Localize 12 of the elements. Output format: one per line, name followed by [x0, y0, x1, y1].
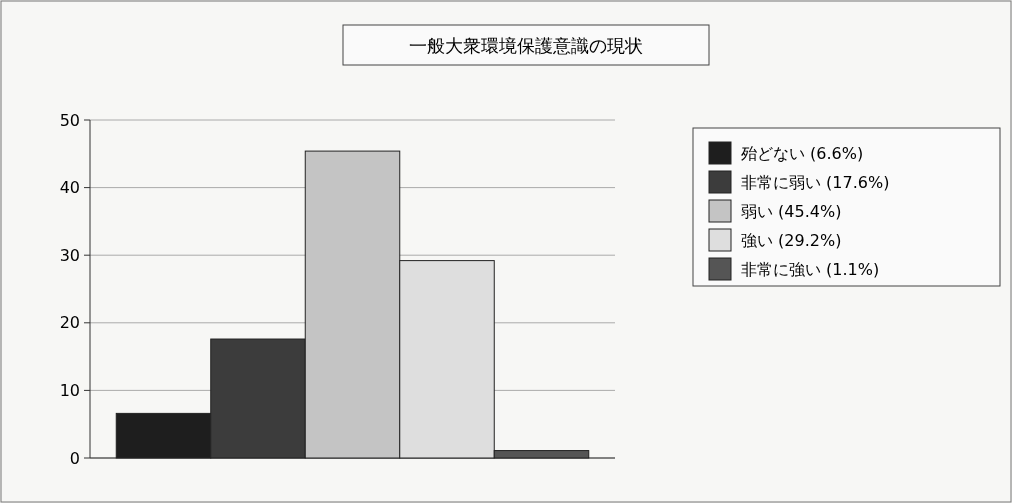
legend-label: 殆どない (6.6%)	[741, 143, 864, 163]
legend-label: 非常に強い (1.1%)	[741, 259, 880, 279]
legend-label: 強い (29.2%)	[741, 230, 842, 250]
y-tick-label: 50	[59, 110, 80, 130]
y-tick-label: 0	[69, 448, 80, 468]
chart-title: 一般大衆環境保護意識の現状	[409, 35, 643, 56]
y-tick-label: 20	[59, 313, 80, 333]
legend-label: 非常に弱い (17.6%)	[741, 172, 890, 192]
y-tick-label: 40	[59, 178, 80, 198]
legend-label: 弱い (45.4%)	[741, 201, 842, 221]
y-tick-label: 10	[59, 381, 80, 400]
y-tick-label: 30	[59, 245, 80, 265]
